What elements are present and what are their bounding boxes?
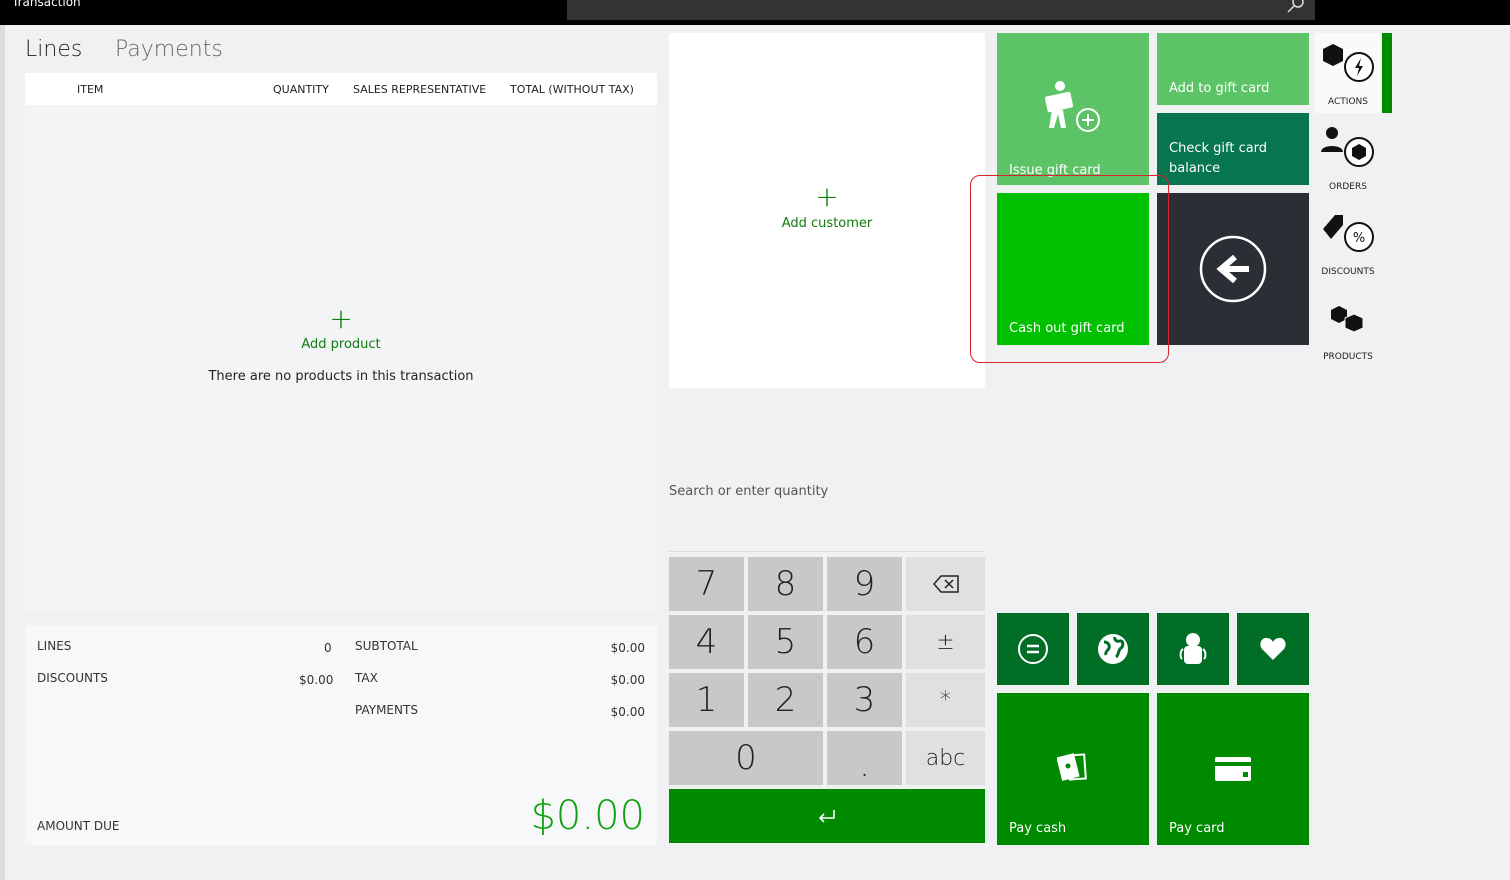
numpad-key[interactable]: 1 (669, 673, 744, 727)
numpad-key[interactable]: 4 (669, 615, 744, 669)
discounts-value: $0.00 (299, 673, 334, 687)
svg-text:%: % (1353, 231, 1365, 246)
numpad-key[interactable]: 7 (669, 557, 744, 611)
credit-card-icon (1215, 757, 1251, 781)
tab-payments[interactable]: Payments (115, 37, 223, 62)
amount-due-value: $0.00 (530, 793, 645, 839)
products-icon (1331, 306, 1364, 333)
numpad-key[interactable]: . (827, 731, 902, 785)
orders-icon (1321, 127, 1374, 167)
subtotal-label: SUBTOTAL (355, 639, 418, 653)
lines-value: 0 (324, 641, 332, 655)
payments-label: PAYMENTS (355, 703, 418, 717)
numpad-key[interactable]: 5 (748, 615, 823, 669)
col-quantity: QUANTITY (273, 83, 329, 96)
sidebar-label: ORDERS (1329, 182, 1367, 192)
numpad-key[interactable]: 9 (827, 557, 902, 611)
tile-label: Issue gift card (1009, 163, 1101, 178)
global-search[interactable] (567, 0, 1315, 20)
discounts-icon: % (1323, 215, 1374, 252)
col-item: ITEM (77, 83, 104, 96)
add-product-icon[interactable]: + (329, 302, 353, 335)
discounts-label: DISCOUNTS (37, 671, 108, 685)
numpad-key[interactable]: 8 (748, 557, 823, 611)
payment-method-tile[interactable] (997, 613, 1069, 685)
equals-circle-icon (1018, 634, 1048, 664)
add-customer-icon[interactable]: + (815, 180, 839, 213)
globe-icon (1098, 634, 1128, 664)
customer-account-tile[interactable] (1157, 613, 1229, 685)
numpad-key[interactable]: 0 (669, 731, 823, 785)
enter-key[interactable] (669, 789, 985, 843)
numpad-key[interactable]: * (906, 673, 985, 727)
pay-cash-tile[interactable]: Pay cash (997, 693, 1149, 845)
tile-label: Pay card (1169, 821, 1225, 836)
person-icon (1179, 633, 1207, 664)
tile-label: Check gift card balance (1169, 141, 1268, 176)
enter-icon (818, 810, 835, 823)
selected-indicator (1382, 33, 1392, 113)
back-tile[interactable] (1157, 193, 1309, 345)
back-arrow-icon (1199, 235, 1267, 303)
sidebar-products[interactable]: PRODUCTS (1315, 288, 1381, 368)
tax-label: TAX (355, 671, 378, 685)
tile-label: Pay cash (1009, 821, 1067, 836)
lines-header: ITEM QUANTITY SALES REPRESENTATIVE TOTAL… (25, 73, 657, 105)
app-title: Transaction (12, 0, 81, 9)
check-gift-card-balance-tile[interactable]: Check gift card balance (1157, 113, 1309, 185)
sidebar-label: PRODUCTS (1323, 352, 1373, 362)
col-total: TOTAL (WITHOUT TAX) (510, 83, 634, 96)
tile-label: Cash out gift card (1009, 321, 1125, 336)
sidebar-orders[interactable]: ORDERS (1315, 118, 1381, 198)
col-sales-rep: SALES REPRESENTATIVE (353, 83, 487, 96)
numpad-key[interactable]: ± (906, 615, 985, 669)
numpad-key[interactable]: 2 (748, 673, 823, 727)
numpad-key[interactable]: 6 (827, 615, 902, 669)
left-edge (0, 25, 5, 880)
loyalty-tile[interactable] (1237, 613, 1309, 685)
subtotal-value: $0.00 (610, 641, 645, 655)
totals-panel: LINES 0 DISCOUNTS $0.00 SUBTOTAL $0.00 T… (25, 625, 657, 845)
add-product-button[interactable]: Add product (301, 337, 381, 352)
backspace-key[interactable] (906, 557, 985, 611)
add-to-gift-card-tile[interactable]: Add to gift card (1157, 33, 1309, 105)
issue-gift-card-icon (1044, 81, 1100, 132)
tile-label: Add to gift card (1169, 81, 1270, 96)
tax-value: $0.00 (610, 673, 645, 687)
heart-icon (1260, 637, 1286, 660)
actions-icon (1323, 44, 1374, 82)
cash-out-gift-card-tile[interactable]: Cash out gift card (997, 193, 1149, 345)
payments-value: $0.00 (610, 705, 645, 719)
backspace-icon (932, 575, 959, 593)
search-quantity-input[interactable]: Search or enter quantity (669, 484, 985, 552)
sidebar-label: DISCOUNTS (1321, 267, 1375, 277)
add-customer-button[interactable]: Add customer (781, 216, 873, 231)
pay-card-tile[interactable]: Pay card (1157, 693, 1309, 845)
lines-label: LINES (37, 639, 72, 653)
amount-due-label: AMOUNT DUE (37, 819, 120, 833)
search-icon[interactable] (1285, 0, 1307, 14)
issue-gift-card-tile[interactable]: Issue gift card (997, 33, 1149, 185)
tab-lines[interactable]: Lines (25, 37, 83, 62)
sidebar-label: ACTIONS (1328, 97, 1368, 107)
currency-tile[interactable] (1077, 613, 1149, 685)
lines-grid: + Add product There are no products in t… (25, 105, 657, 613)
numpad-key[interactable]: 3 (827, 673, 902, 727)
sidebar-actions[interactable]: ACTIONS (1315, 33, 1381, 113)
customer-panel: + Add customer (669, 33, 985, 388)
cash-icon (1057, 753, 1087, 781)
empty-message: There are no products in this transactio… (208, 369, 474, 384)
numpad-key[interactable]: abc (906, 731, 985, 785)
sidebar-discounts[interactable]: % DISCOUNTS (1315, 203, 1381, 283)
